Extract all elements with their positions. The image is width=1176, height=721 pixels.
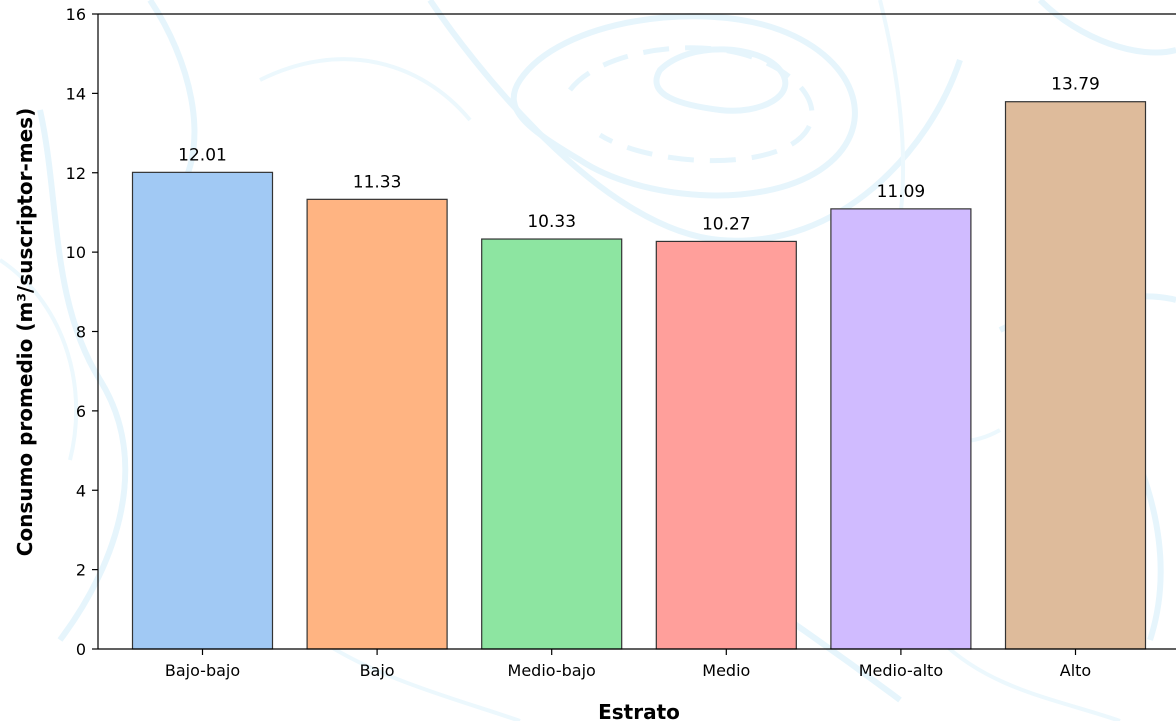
y-tick-label: 0: [76, 640, 86, 659]
y-tick-label: 4: [76, 481, 86, 500]
y-tick-label: 2: [76, 561, 86, 580]
y-tick-label: 8: [76, 323, 86, 342]
x-tick-label: Bajo: [360, 661, 395, 680]
value-labels-group: 12.01 11.33 10.33 10.27 11.09 13.79: [178, 75, 1100, 235]
x-axis-label: Estrato: [598, 700, 680, 721]
bar-bajo-bajo: [131, 171, 274, 650]
value-label-bajo-bajo: 12.01: [178, 145, 227, 165]
axes-group: Bajo-bajo Bajo Medio-bajo Medio Medio-alto Al…: [66, 5, 1176, 680]
y-tick-label: 12: [66, 164, 86, 183]
value-label-medio-bajo: 10.33: [527, 212, 576, 232]
x-tick-label: Bajo-bajo: [165, 661, 240, 680]
x-tick-label: Medio-alto: [859, 661, 943, 680]
y-tick-label: 10: [66, 243, 86, 262]
bar-medio-bajo: [481, 238, 623, 650]
bar-bajo: [306, 198, 448, 650]
bar-medio-alto: [830, 208, 972, 650]
x-tick-label: Medio: [702, 661, 750, 680]
bar-alto: [1004, 101, 1147, 650]
value-label-bajo: 11.33: [353, 172, 402, 192]
value-label-medio-alto: 11.09: [877, 182, 926, 202]
x-tick-label: Medio-bajo: [508, 661, 596, 680]
value-label-alto: 13.79: [1051, 75, 1100, 95]
y-axis-label: Consumo promedio (m³/suscriptor-mes): [13, 108, 37, 556]
value-label-medio: 10.27: [702, 214, 751, 234]
x-tick-label: Alto: [1060, 661, 1091, 680]
bar-medio: [655, 240, 797, 650]
y-tick-label: 14: [66, 84, 86, 103]
y-tick-label: 16: [66, 5, 86, 24]
y-tick-label: 6: [76, 402, 86, 421]
bars-group: [131, 101, 1147, 650]
